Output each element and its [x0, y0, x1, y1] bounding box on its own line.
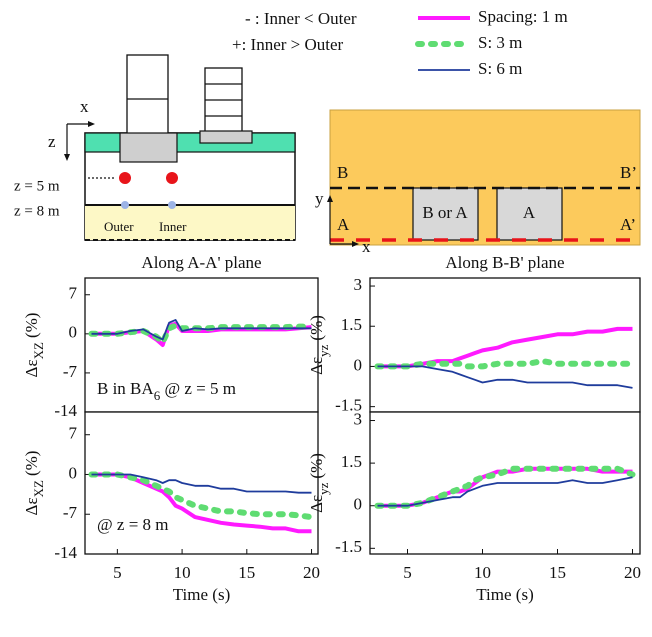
y-tick-label: -14 — [54, 401, 77, 420]
plan-diagram — [327, 109, 641, 247]
x-tick-label: 20 — [303, 563, 320, 582]
y-axis-label-part: yz — [316, 344, 331, 357]
y-axis-label-part: Δε — [22, 359, 41, 377]
point-label: Inner — [159, 219, 187, 234]
axis-label: x — [362, 237, 371, 256]
section-diagram — [64, 54, 296, 241]
annotation-part: @ z = 8 m — [97, 515, 169, 534]
panel-title: Along A-A' plane — [141, 253, 261, 272]
x-tick-label: 20 — [624, 563, 641, 582]
y-tick-label: 0 — [354, 355, 363, 374]
y-tick-label: 0 — [354, 495, 363, 514]
y-tick-label: -14 — [54, 543, 77, 562]
y-tick-label: 1.5 — [341, 452, 362, 471]
annotation-part: 6 — [154, 388, 161, 403]
y-tick-label: -1.5 — [335, 537, 362, 556]
depth-label: z = 8 m — [14, 203, 60, 219]
axis-label: y — [315, 189, 324, 208]
annotation-part: @ z = 5 m — [160, 379, 236, 398]
x-tick-label: 15 — [549, 563, 566, 582]
y-axis-label-part: (%) — [307, 315, 326, 340]
series-line — [374, 358, 636, 370]
x-tick-label: 5 — [403, 563, 412, 582]
y-tick-label: 0 — [69, 323, 78, 342]
y-tick-label: 1.5 — [341, 315, 362, 334]
x-axis-label: Time (s) — [476, 585, 533, 604]
y-axis-label: ΔεXZ (%) — [22, 451, 47, 516]
x-tick-label: 15 — [238, 563, 255, 582]
series-line — [377, 476, 633, 507]
series-line — [91, 319, 312, 341]
note: +: Inner > Outer — [232, 35, 344, 54]
y-axis-label-part: yz — [316, 482, 331, 495]
y-axis-label-part: (%) — [22, 451, 41, 476]
x-axis-label: Time (s) — [173, 585, 230, 604]
y-tick-label: 3 — [354, 409, 363, 428]
y-axis-label: Δεyz (%) — [307, 315, 332, 375]
plane-label: B — [337, 163, 348, 182]
y-axis-label-part: Δε — [307, 495, 326, 513]
legend-label: S: 6 m — [478, 59, 522, 78]
note: - : Inner < Outer — [245, 9, 357, 28]
box-label: B or A — [422, 203, 468, 222]
y-axis-label-part: XZ — [31, 480, 46, 497]
plot-frame — [84, 277, 319, 413]
y-axis-label-part: Δε — [307, 357, 326, 375]
y-axis-label-part: (%) — [307, 453, 326, 478]
legend-label: Spacing: 1 m — [478, 7, 568, 26]
y-tick-label: 7 — [69, 284, 78, 303]
y-tick-label: -7 — [63, 362, 78, 381]
annotation: @ z = 8 m — [97, 515, 169, 534]
plane-label: B’ — [620, 163, 637, 182]
y-axis-label-part: (%) — [22, 313, 41, 338]
plane-label: A — [337, 215, 350, 234]
series-line — [377, 365, 633, 389]
series-line — [377, 326, 633, 369]
annotation: B in BA6 @ z = 5 m — [97, 379, 236, 404]
annotation-part: B in BA — [97, 379, 154, 398]
y-tick-label: -1.5 — [335, 396, 362, 415]
y-tick-label: 0 — [69, 463, 78, 482]
series-line — [91, 473, 312, 494]
x-tick-label: 5 — [113, 563, 122, 582]
legend-label: S: 3 m — [478, 33, 522, 52]
axis-label: z — [48, 132, 56, 151]
depth-label: z = 5 m — [14, 178, 60, 194]
series-line — [88, 322, 315, 346]
point-label: Outer — [104, 219, 134, 234]
series-line — [88, 471, 315, 521]
series-line — [374, 465, 636, 509]
box-label: A — [523, 203, 536, 222]
x-tick-label: 10 — [474, 563, 491, 582]
x-tick-label: 10 — [174, 563, 191, 582]
y-axis-label-part: XZ — [31, 342, 46, 359]
y-axis-label-part: Δε — [22, 497, 41, 515]
y-tick-label: 3 — [354, 275, 363, 294]
plane-label: A’ — [620, 215, 636, 234]
y-tick-label: -7 — [63, 503, 78, 522]
y-axis-label: ΔεXZ (%) — [22, 313, 47, 378]
y-tick-label: 7 — [69, 424, 78, 443]
axis-label: x — [80, 97, 89, 116]
y-axis-label: Δεyz (%) — [307, 453, 332, 513]
panel-title: Along B-B' plane — [445, 253, 564, 272]
